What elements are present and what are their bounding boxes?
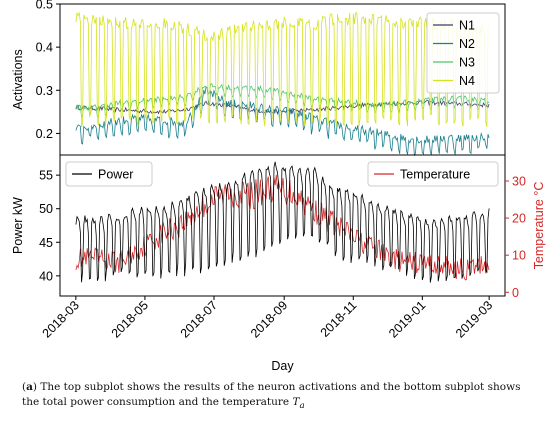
x-tick-label: 2019-03 xyxy=(453,298,495,340)
caption-label: a xyxy=(26,381,33,393)
x-tick-label: 2019-01 xyxy=(386,298,428,340)
x-tick-label: 2018-07 xyxy=(178,298,220,340)
temp-y-tick-label: 0 xyxy=(512,286,519,300)
legend-label-n2: N2 xyxy=(459,37,475,51)
series-line-n4 xyxy=(75,11,490,128)
x-tick-label: 2018-11 xyxy=(318,298,360,340)
temp-y-axis-label: Temperature °C xyxy=(532,182,546,270)
x-axis-label: Day xyxy=(271,359,294,373)
series-line-power xyxy=(75,161,490,283)
power-y-axis-label: Power kW xyxy=(11,197,25,254)
legend-label-power: Power xyxy=(98,168,133,182)
figure-caption: (a) The top subplot shows the results of… xyxy=(22,381,521,412)
x-tick-label: 2018-09 xyxy=(248,298,290,340)
top-y-tick-label: 0.3 xyxy=(36,84,53,98)
top-y-tick-label: 0.4 xyxy=(36,41,53,55)
x-tick-label: 2018-05 xyxy=(109,298,151,340)
caption-symbol-letter: T xyxy=(292,396,300,408)
series-line-n2 xyxy=(75,86,490,157)
power-y-tick-label: 45 xyxy=(39,236,53,250)
legend-label-n4: N4 xyxy=(459,74,475,88)
top-y-axis-label: Activations xyxy=(11,49,25,109)
caption-text: The top subplot shows the results of the… xyxy=(22,381,521,408)
top-y-tick-label: 0.5 xyxy=(36,0,53,12)
temp-y-tick-label: 20 xyxy=(512,212,526,226)
temp-y-tick-label: 30 xyxy=(512,174,526,188)
legend-label-n1: N1 xyxy=(459,19,475,33)
power-y-tick-label: 40 xyxy=(39,269,53,283)
top-legend-box xyxy=(426,12,500,94)
legend-label-temperature: Temperature xyxy=(400,168,470,182)
temp-y-tick-label: 10 xyxy=(512,249,526,263)
legend-label-n3: N3 xyxy=(459,56,475,70)
caption-symbol-subscript: a xyxy=(299,401,305,412)
caption-symbol: Ta xyxy=(292,396,305,412)
x-tick-label: 2018-03 xyxy=(40,298,82,340)
bottom-plot-frame xyxy=(59,154,506,297)
power-y-tick-label: 50 xyxy=(39,202,53,216)
power-y-tick-label: 55 xyxy=(39,169,53,183)
power-legend-box xyxy=(65,161,153,187)
temperature-legend-box xyxy=(367,161,499,187)
top-y-tick-label: 0.2 xyxy=(36,127,53,141)
figure: 0.2 0.3 0.4 0.5 Activations N1 N2 N3 N4 40 45 50 55 0… xyxy=(11,0,546,373)
